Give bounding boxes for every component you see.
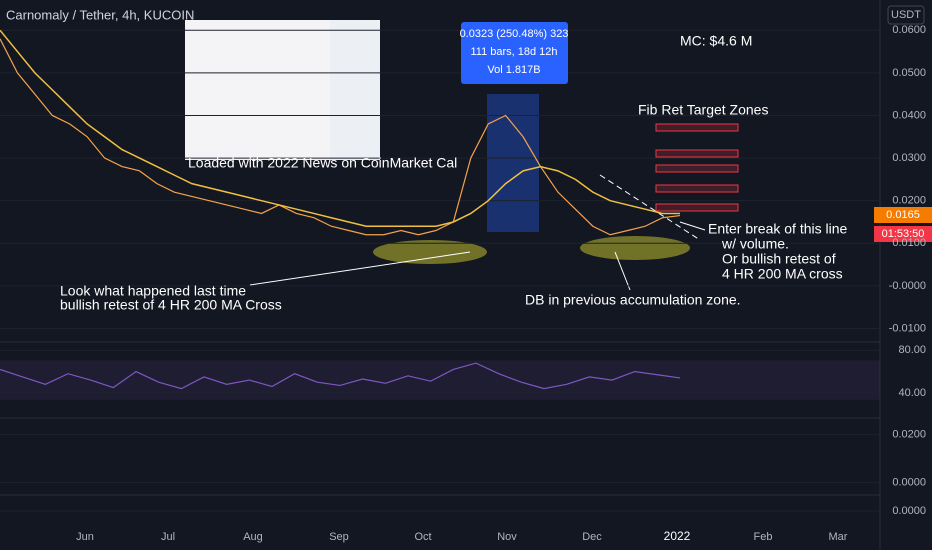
annotation: Look what happened last time	[60, 283, 246, 299]
news-thumbnails	[185, 20, 380, 160]
zone-highlight	[373, 240, 487, 264]
price-line	[0, 38, 681, 236]
price-tag	[874, 207, 932, 223]
x-tick-label: Sep	[329, 531, 349, 543]
annotation: bullish retest of 4 HR 200 MA Cross	[60, 297, 282, 313]
x-tick-label: Jul	[161, 531, 175, 543]
arrow	[614, 251, 631, 291]
y-tick-label: -0.0100	[889, 322, 926, 334]
x-tick-label: Jun	[76, 531, 94, 543]
measure-text: 0.0323 (250.48%) 323	[460, 28, 569, 40]
zone-highlight	[580, 236, 690, 260]
x-tick-label: Nov	[497, 531, 517, 543]
y-tick-label: 0.0400	[892, 109, 926, 121]
currency-badge	[887, 5, 925, 25]
y-tick-label: 0.0200	[892, 428, 926, 440]
annotation: Loaded with 2022 News on CoinMarket Cal	[188, 155, 457, 171]
fib-zone	[655, 203, 739, 212]
measure-box	[461, 22, 568, 84]
y-tick-label: 0.0500	[892, 67, 926, 79]
fib-zone	[655, 164, 739, 173]
countdown: 01:53:50	[882, 228, 925, 240]
y-tick-label: 40.00	[898, 387, 926, 399]
rsi-band	[0, 360, 880, 400]
rsi-line	[0, 362, 681, 390]
thumbnail	[330, 20, 380, 160]
fib-zone	[655, 184, 739, 193]
measure-range	[487, 94, 539, 232]
price-line	[0, 29, 680, 227]
arrow	[679, 221, 706, 231]
x-tick-label: 2022	[664, 529, 691, 543]
annotation: MC: $4.6 M	[680, 33, 752, 49]
x-tick-label: Aug	[243, 531, 263, 543]
measure-text: Vol 1.817B	[487, 64, 540, 76]
arrow	[249, 251, 471, 286]
fib-zone	[655, 149, 739, 158]
annotation: Enter break of this line	[708, 221, 848, 237]
y-tick-label: 0.0300	[892, 152, 926, 164]
measure-text: 111 bars, 18d 12h	[470, 46, 557, 58]
currency: USDT	[891, 9, 921, 21]
x-tick-label: Feb	[754, 531, 773, 543]
y-tick-label: 0.0600	[892, 24, 926, 36]
annotation: w/ volume.	[721, 236, 789, 252]
annotation: DB in previous accumulation zone.	[525, 292, 741, 308]
y-tick-label: 0.0100	[892, 237, 926, 249]
last-price: 0.0165	[886, 209, 920, 221]
y-tick-label: 0.0000	[892, 505, 926, 517]
annotation: Fib Ret Target Zones	[638, 102, 768, 118]
annotation: 4 HR 200 MA cross	[722, 266, 843, 282]
chart-title: Carnomaly / Tether, 4h, KUCOIN	[6, 7, 194, 22]
y-tick-label: 80.00	[898, 344, 926, 356]
fib-zones	[655, 123, 739, 212]
annotation: Or bullish retest of	[722, 251, 836, 267]
y-tick-label: -0.0000	[889, 280, 926, 292]
fib-zone	[655, 123, 739, 132]
countdown-tag	[874, 226, 932, 242]
y-tick-label: 0.0000	[892, 476, 926, 488]
y-tick-label: 0.0200	[892, 195, 926, 207]
x-tick-label: Mar	[829, 531, 848, 543]
x-tick-label: Oct	[414, 531, 431, 543]
x-tick-label: Dec	[582, 531, 602, 543]
